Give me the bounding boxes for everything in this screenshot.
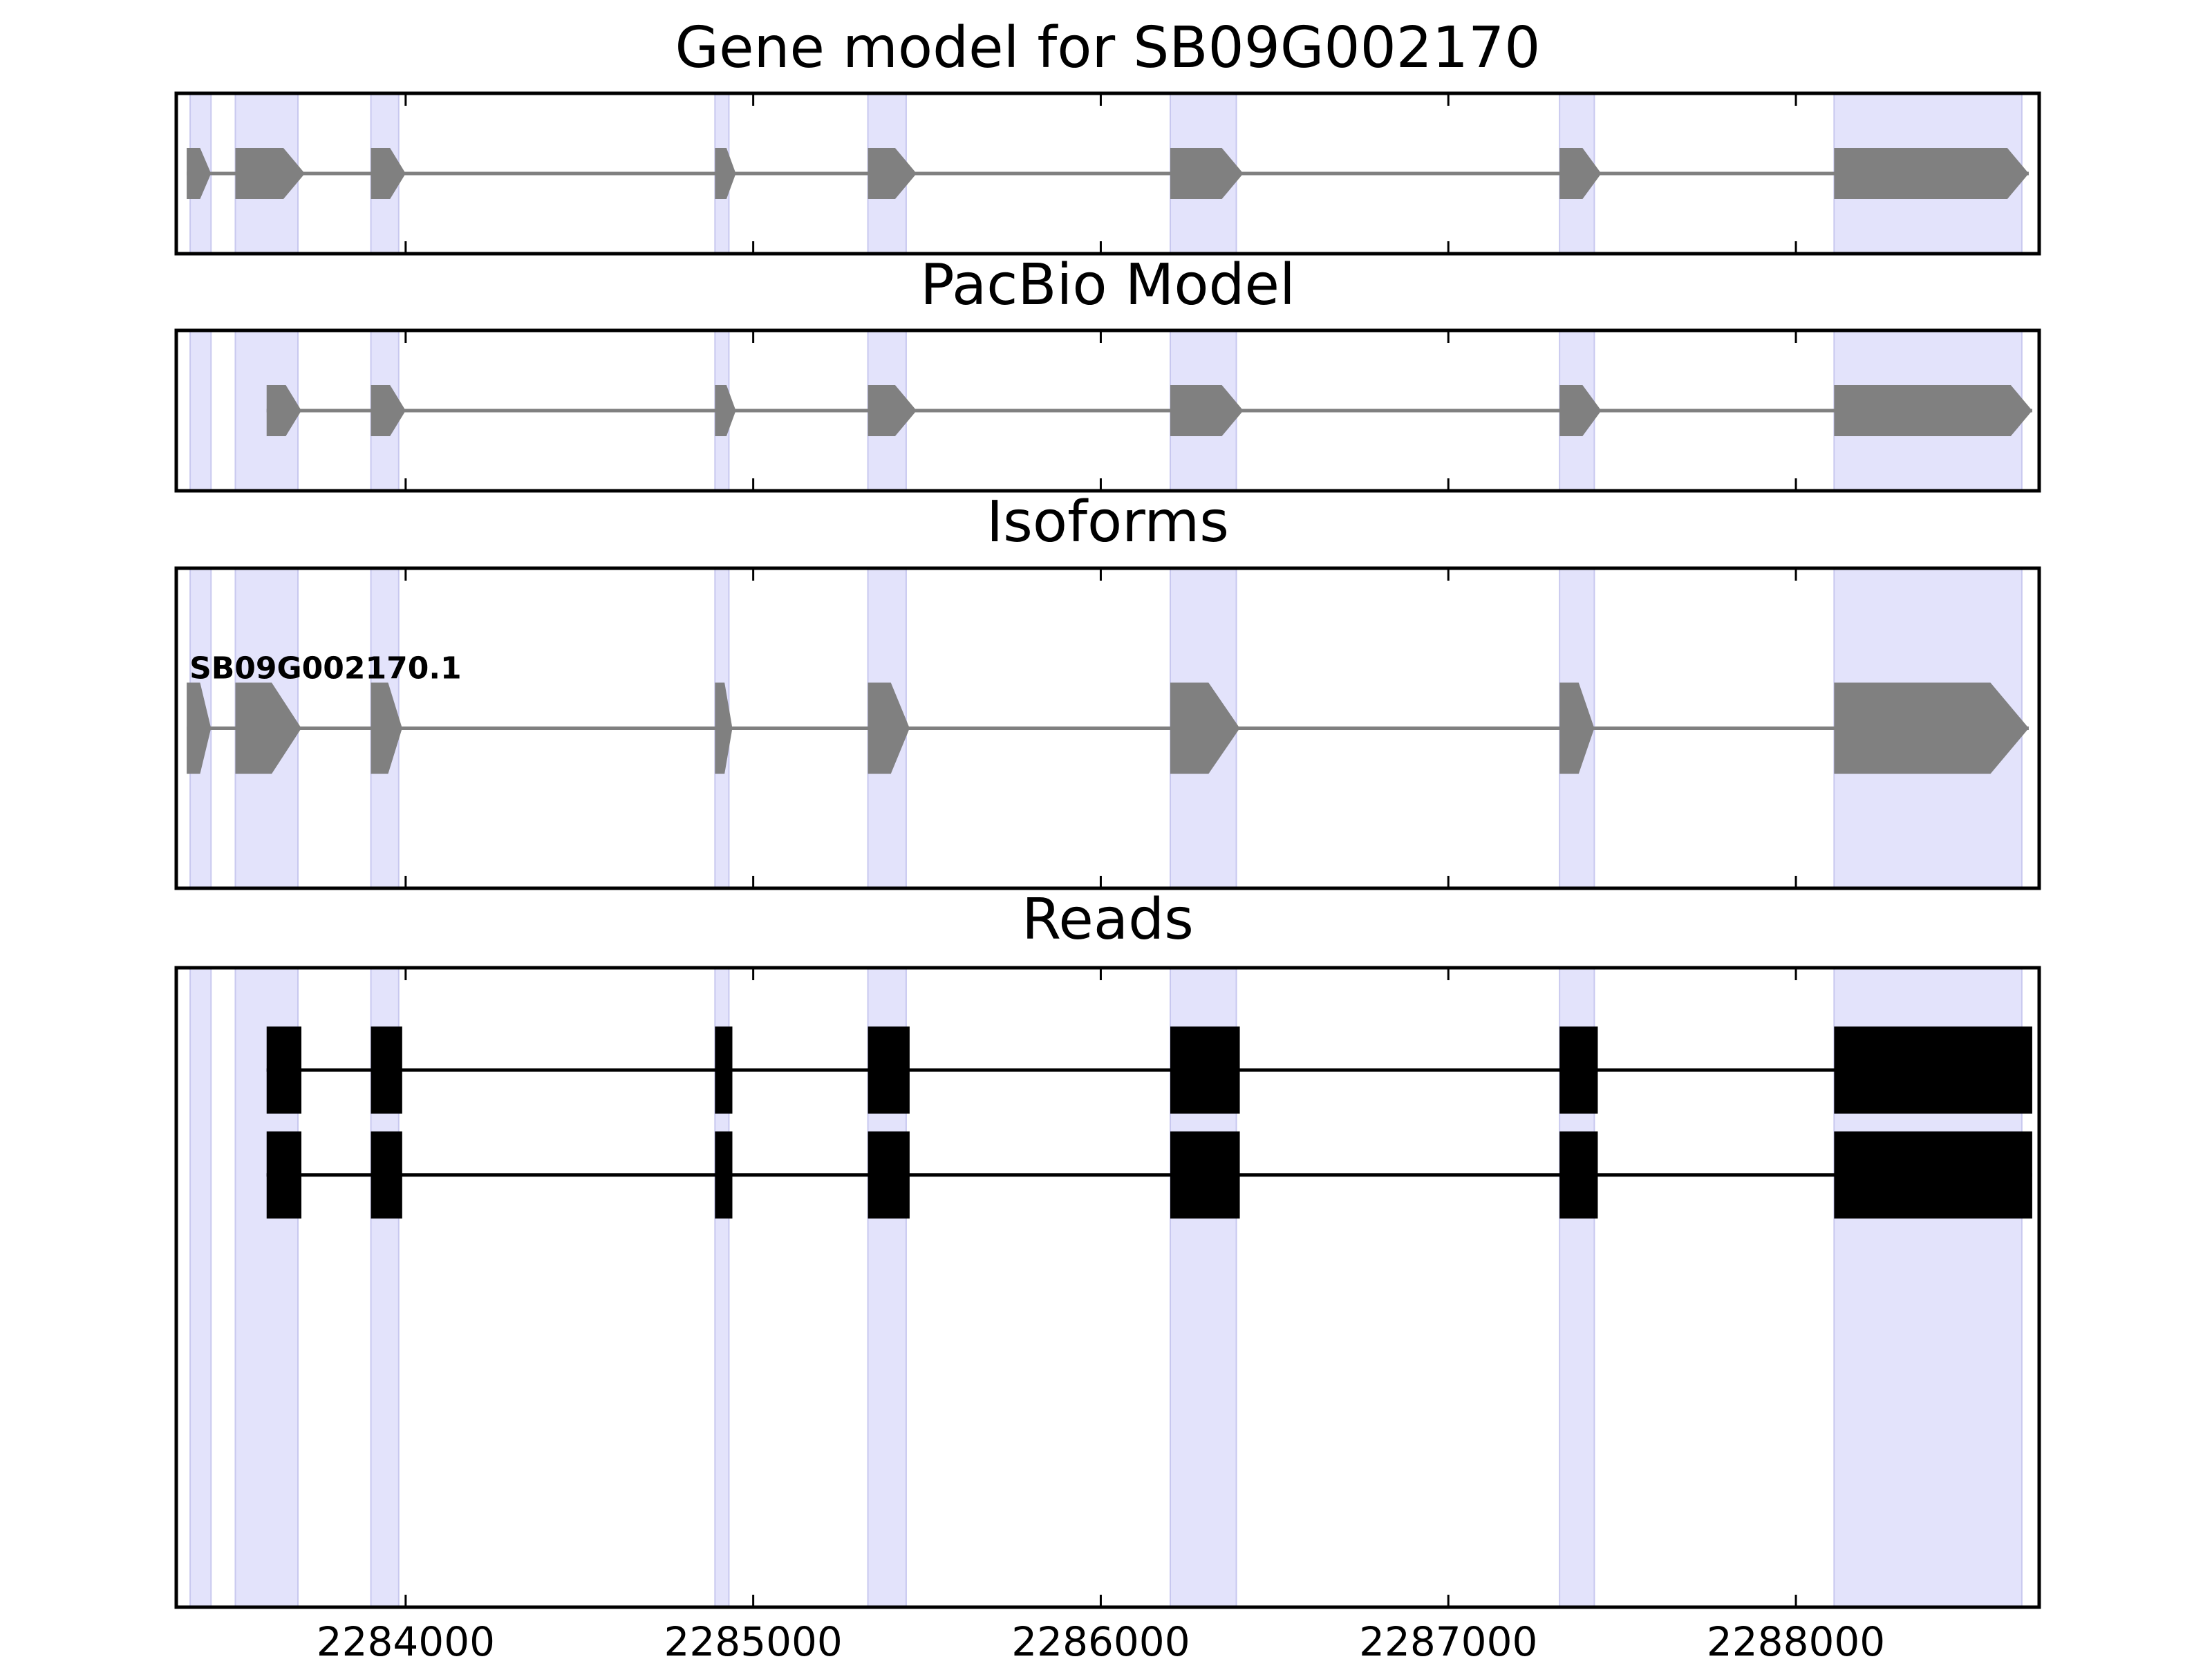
exon-arrow xyxy=(1834,682,2029,774)
read-exon-block xyxy=(371,1027,402,1114)
read-exon-block xyxy=(371,1131,402,1219)
panel-title: Reads xyxy=(1022,887,1194,953)
exon-arrow xyxy=(371,148,406,199)
exon-arrow xyxy=(868,385,917,436)
exon-arrow xyxy=(868,682,910,774)
exon-arrow xyxy=(1559,385,1602,436)
read-exon-block xyxy=(1170,1131,1240,1219)
read-exon-block xyxy=(1170,1027,1240,1114)
x-tick-label: 2286000 xyxy=(1011,1618,1190,1659)
read-exon-block xyxy=(266,1027,302,1114)
panel-1: PacBio Model xyxy=(174,252,2041,493)
exon-arrow xyxy=(187,148,212,199)
x-tick-label: 2285000 xyxy=(664,1618,842,1659)
panel-frame xyxy=(174,966,2041,1609)
panel-title: Isoforms xyxy=(986,489,1229,555)
read-exon-block xyxy=(715,1131,733,1219)
read-exon-block xyxy=(1834,1027,2032,1114)
exon-arrow xyxy=(1170,385,1244,436)
exon-arrow xyxy=(715,682,733,774)
read-exon-block xyxy=(266,1131,302,1219)
x-tick-label: 2287000 xyxy=(1359,1618,1537,1659)
exon-arrow xyxy=(1834,148,2029,199)
exon-arrow xyxy=(868,148,917,199)
panel-title: Gene model for SB09G002170 xyxy=(675,15,1541,81)
read-exon-block xyxy=(868,1131,910,1219)
exon-arrow xyxy=(235,682,302,774)
exon-arrow xyxy=(715,385,736,436)
read-exon-block xyxy=(715,1027,733,1114)
read-exon-block xyxy=(1834,1131,2032,1219)
panel-frame xyxy=(174,91,2041,256)
panel-frame xyxy=(174,566,2041,890)
exon-arrow xyxy=(1170,148,1244,199)
x-tick-label: 2284000 xyxy=(317,1618,495,1659)
x-tick-label: 2288000 xyxy=(1707,1618,1885,1659)
exon-arrow xyxy=(1170,682,1240,774)
exon-arrow xyxy=(235,148,306,199)
panel-frame xyxy=(174,328,2041,493)
highlight-region xyxy=(189,330,212,491)
panel-0: Gene model for SB09G002170 xyxy=(174,15,2041,256)
read-exon-block xyxy=(868,1027,910,1114)
exon-arrow xyxy=(371,385,406,436)
highlight-region xyxy=(189,967,212,1608)
read-exon-block xyxy=(1559,1027,1598,1114)
read-exon-block xyxy=(1559,1131,1598,1219)
exon-arrow xyxy=(371,682,402,774)
exon-arrow xyxy=(187,682,212,774)
panel-2: Isoforms SB09G002170.1 xyxy=(174,489,2041,890)
panel-3: Reads xyxy=(174,887,2041,1609)
exon-arrow xyxy=(1559,682,1595,774)
isoform-label: SB09G002170.1 xyxy=(189,651,462,686)
exon-arrow xyxy=(715,148,736,199)
exon-arrow xyxy=(1559,148,1602,199)
exon-arrow xyxy=(1834,385,2032,436)
exon-arrow xyxy=(266,385,302,436)
panel-title: PacBio Model xyxy=(920,252,1295,318)
